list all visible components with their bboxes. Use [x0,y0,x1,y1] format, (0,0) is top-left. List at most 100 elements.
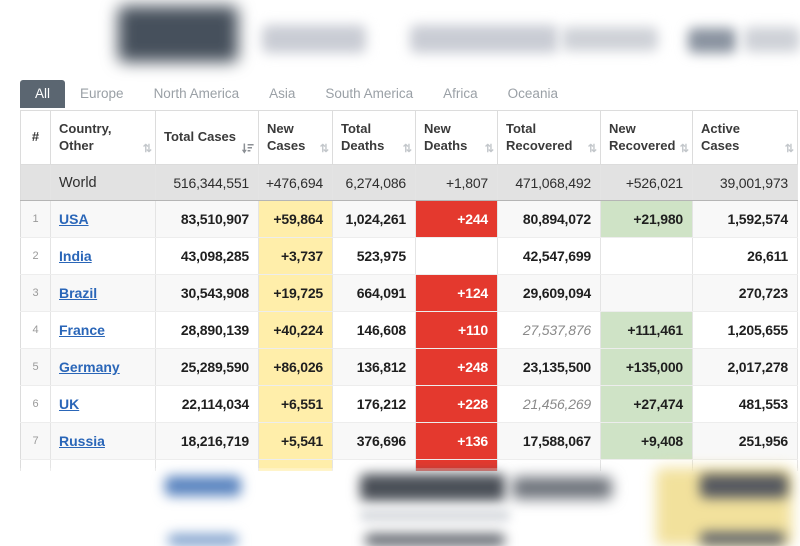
active-cases-cell: 39,001,973 [692,164,798,201]
blurred-nav-item [410,25,558,53]
active-cases-cell [692,459,798,471]
col-header-label: Country, Other [59,121,112,153]
col-header-label: Total Deaths [341,121,385,153]
tab-north-america[interactable]: North America [153,86,240,101]
blurred-nav-item [744,27,800,52]
region-tab-bar: All Europe North America Asia South Amer… [20,80,573,108]
col-header-label: Total Cases [164,129,237,145]
country-link[interactable]: Germany [59,359,120,375]
total-cases-cell: 83,510,907 [155,200,259,238]
country-link[interactable]: UK [59,396,80,412]
rank-cell: 1 [20,200,51,238]
active-cases-cell: 251,956 [692,422,798,460]
total-deaths-cell: 1,024,261 [332,200,416,238]
active-cases-cell: 1,592,574 [692,200,798,238]
country-cell: Brazil [50,274,156,312]
blurred-country-link [165,476,241,496]
blurred-number [365,534,505,546]
col-header-label: Total Recovered [506,121,573,153]
new-deaths-cell: +110 [415,311,498,349]
country-cell: USA [50,200,156,238]
new-cases-cell: +5,541 [258,422,333,460]
active-cases-cell: 2,017,278 [692,348,798,386]
sort-amount-desc-icon[interactable] [241,142,254,155]
country-link[interactable]: France [59,322,105,338]
country-cell: Germany [50,348,156,386]
sort-both-icon[interactable]: ⇅ [319,143,329,155]
total-cases-cell: 18,216,719 [155,422,259,460]
col-header-total-cases[interactable]: Total Cases [155,110,259,165]
table-row-germany: 5 Germany 25,289,590 +86,026 136,812 +24… [20,348,798,386]
sort-both-icon[interactable]: ⇅ [587,143,597,155]
col-header-new-deaths[interactable]: New Deaths ⇅ [415,110,498,165]
col-header-active-cases[interactable]: Active Cases ⇅ [692,110,798,165]
sort-both-icon[interactable]: ⇅ [679,143,689,155]
rank-cell: 6 [20,385,51,423]
header-row: # Country, Other ⇅ Total Cases [20,110,798,165]
total-recovered-cell: 21,456,269 [497,385,601,423]
total-recovered-cell: 17,588,067 [497,422,601,460]
new-cases-cell: +59,864 [258,200,333,238]
country-link[interactable]: Brazil [59,285,98,301]
col-header-total-recovered[interactable]: Total Recovered ⇅ [497,110,601,165]
rank-cell: 5 [20,348,51,386]
new-deaths-cell: +244 [415,200,498,238]
total-recovered-cell: 80,894,072 [497,200,601,238]
new-recovered-cell [600,459,693,471]
blurred-number [700,532,785,545]
world-total-row: World 516,344,551 +476,694 6,274,086 +1,… [20,164,798,201]
country-link[interactable]: Russia [59,433,105,449]
table-row-usa: 1 USA 83,510,907 +59,864 1,024,261 +244 … [20,200,798,238]
rank-cell [20,164,51,201]
blurred-number [700,474,788,498]
country-cell: France [50,311,156,349]
active-cases-cell: 1,205,655 [692,311,798,349]
total-cases-cell: 22,114,034 [155,385,259,423]
new-recovered-cell: +135,000 [600,348,693,386]
tab-oceania[interactable]: Oceania [507,86,558,101]
total-deaths-cell: 6,274,086 [332,164,416,201]
tab-europe[interactable]: Europe [80,86,124,101]
rank-cell [20,459,51,471]
new-cases-cell: +476,694 [258,164,333,201]
new-recovered-cell: +21,980 [600,200,693,238]
total-cases-cell: 28,890,139 [155,311,259,349]
total-cases-cell: 43,098,285 [155,237,259,275]
col-header-country[interactable]: Country, Other ⇅ [50,110,156,165]
sort-both-icon[interactable]: ⇅ [402,143,412,155]
country-link[interactable]: India [59,248,92,264]
col-header-total-deaths[interactable]: Total Deaths ⇅ [332,110,416,165]
col-header-new-cases[interactable]: New Cases ⇅ [258,110,333,165]
country-cell [50,459,156,471]
col-header-new-recovered[interactable]: New Recovered ⇅ [600,110,693,165]
total-cases-cell [155,459,259,471]
country-link[interactable]: USA [59,211,89,227]
new-cases-cell: +19,725 [258,274,333,312]
tab-all[interactable]: All [20,80,66,108]
total-recovered-cell: 471,068,492 [497,164,601,201]
tab-africa[interactable]: Africa [443,86,478,101]
tab-south-america[interactable]: South America [325,86,414,101]
col-header-rank[interactable]: # [20,110,51,165]
total-recovered-cell: 27,537,876 [497,311,601,349]
new-cases-cell: +40,224 [258,311,333,349]
sort-both-icon[interactable]: ⇅ [484,143,494,155]
total-recovered-cell: 42,547,699 [497,237,601,275]
table-row-uk: 6 UK 22,114,034 +6,551 176,212 +228 21,4… [20,385,798,423]
total-deaths-cell: 523,975 [332,237,416,275]
col-header-label: Active Cases [701,121,741,153]
total-deaths-cell: 376,696 [332,422,416,460]
tab-asia[interactable]: Asia [269,86,296,101]
sort-both-icon[interactable]: ⇅ [784,143,794,155]
col-header-label: New Deaths [424,121,468,153]
total-cases-cell: 30,543,908 [155,274,259,312]
table-row-brazil: 3 Brazil 30,543,908 +19,725 664,091 +124… [20,274,798,312]
table-row-france: 4 France 28,890,139 +40,224 146,608 +110… [20,311,798,349]
sort-both-icon[interactable]: ⇅ [142,143,152,155]
new-deaths-cell: +228 [415,385,498,423]
new-cases-cell: +6,551 [258,385,333,423]
table-row-partial [20,459,798,471]
new-cases-cell: +3,737 [258,237,333,275]
rank-cell: 4 [20,311,51,349]
